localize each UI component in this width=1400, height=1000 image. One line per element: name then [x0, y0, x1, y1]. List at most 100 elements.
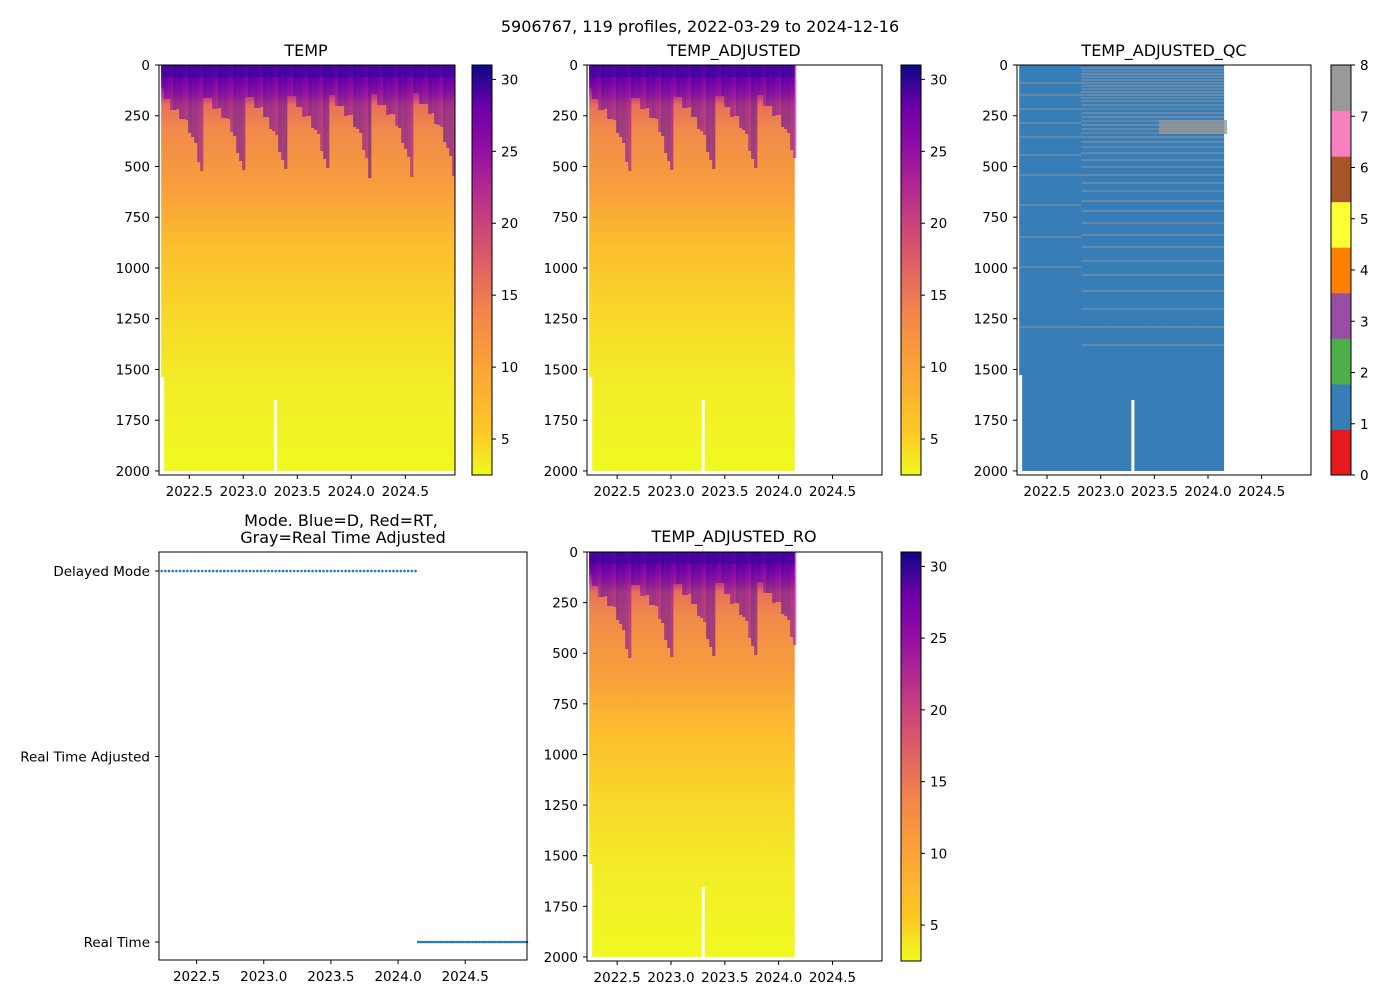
mode-point — [399, 569, 403, 573]
surface-layer-column — [682, 65, 686, 108]
surface-layer-column — [604, 65, 608, 109]
surface-layer-column — [655, 552, 659, 606]
surface-layer-column — [700, 65, 704, 131]
surface-layer-column — [610, 65, 614, 119]
surface-layer-column — [634, 552, 638, 585]
surface-layer-column — [413, 65, 417, 93]
surface-layer-column — [410, 65, 414, 177]
surface-layer-column — [224, 65, 228, 118]
qc-flag-block — [1159, 120, 1228, 134]
surface-layer-column — [748, 552, 752, 638]
mode-point — [475, 940, 479, 944]
mode-point — [175, 569, 178, 573]
surface-layer-column — [721, 552, 725, 583]
mode-point — [300, 569, 303, 573]
surface-layer-column — [167, 65, 171, 99]
mode-point — [285, 569, 289, 573]
mode-point — [489, 940, 493, 944]
mode-point — [441, 940, 445, 944]
mode-point — [281, 569, 285, 573]
surface-layer-column — [715, 552, 719, 583]
colorbar-segment — [1331, 383, 1351, 430]
colorbar-tick-label: 5 — [930, 432, 939, 448]
x-tick-label: 2024.0 — [374, 969, 421, 985]
mode-point — [478, 940, 481, 944]
surface-layer-column — [365, 65, 369, 158]
mode-point — [395, 569, 399, 573]
surface-layer-column — [398, 65, 402, 128]
colorbar-tick-label: 5 — [501, 432, 510, 448]
surface-layer-column — [790, 65, 794, 150]
mode-point — [471, 940, 474, 944]
surface-layer-column — [389, 65, 393, 114]
surface-layer-column — [754, 552, 758, 655]
mode-point — [496, 940, 499, 944]
surface-layer-column — [227, 65, 231, 119]
surface-layer-column — [634, 65, 638, 98]
surface-layer-column — [787, 552, 791, 620]
x-tick-label: 2023.5 — [701, 970, 748, 986]
colorbar-gradient — [472, 65, 492, 475]
mode-point — [263, 569, 266, 573]
surface-layer-column — [356, 65, 360, 129]
colorbar: 5 10 15 20 25 30 — [900, 64, 947, 476]
surface-layer-column — [697, 552, 701, 616]
x-tick-label: 2023.5 — [274, 484, 321, 500]
y-category-label: Delayed Mode — [53, 564, 150, 580]
colorbar-gradient — [901, 65, 921, 475]
mode-point — [318, 569, 322, 573]
mode-point — [425, 940, 429, 944]
surface-layer-column — [736, 65, 740, 116]
surface-layer-column — [703, 65, 707, 135]
mode-point — [204, 569, 208, 573]
colorbar-tick-label: 15 — [501, 288, 518, 304]
colorbar-segment — [1331, 156, 1351, 203]
mode-point — [428, 940, 431, 944]
surface-layer-column — [293, 65, 297, 96]
mode-point — [512, 940, 515, 944]
mode-point — [487, 940, 490, 944]
x-tick-label: 2023.0 — [220, 484, 267, 500]
surface-layer-column — [368, 65, 372, 178]
colorbar-tick-label: 7 — [1360, 109, 1369, 125]
y-axis: 0 250 500 750 1000 1250 1500 1750 2000 — [544, 58, 587, 480]
colorbar-segment — [1331, 429, 1351, 476]
y-tick-label: 500 — [982, 159, 1008, 175]
surface-layer-column — [790, 552, 794, 637]
colorbar-segment — [1331, 338, 1351, 385]
x-tick-label: 2023.0 — [1077, 484, 1124, 500]
mode-point — [423, 940, 427, 944]
mode-point — [230, 569, 233, 573]
colorbar-ticks: 0 1 2 3 4 5 6 7 8 — [1351, 58, 1369, 484]
surface-layer-column — [616, 552, 620, 620]
y-tick-label: 0 — [569, 58, 578, 74]
surface-layer-column — [302, 65, 306, 117]
y-tick-label: 1000 — [116, 261, 150, 277]
x-tick-label: 2024.5 — [1238, 484, 1285, 500]
surface-layer-column — [724, 65, 728, 107]
y-tick-label: 750 — [552, 697, 578, 713]
mode-point — [373, 569, 377, 573]
y-tick-label: 500 — [552, 159, 578, 175]
surface-layer-column — [643, 552, 647, 596]
surface-layer-column — [712, 552, 716, 656]
mode-point — [419, 940, 422, 944]
surface-layer-column — [233, 65, 237, 136]
mode-point — [189, 569, 193, 573]
surface-band — [161, 65, 455, 77]
panel-title: TEMP — [283, 41, 328, 60]
surface-layer-column — [281, 65, 285, 160]
mode-point — [392, 569, 395, 573]
surface-layer-column — [646, 65, 650, 108]
mode-point — [448, 940, 452, 944]
surface-layer-column — [344, 65, 348, 116]
x-tick-label: 2023.0 — [647, 484, 694, 500]
surface-layer-column — [760, 65, 764, 95]
surface-layer-column — [449, 65, 453, 156]
surface-layer-column — [709, 65, 713, 160]
y-tick-label: 0 — [999, 58, 1008, 74]
qc-heatmap — [1019, 65, 1228, 475]
panel-temp-adjusted: TEMP_ADJUSTED 0 250 500 750 1000 1250 1500 1750… — [544, 41, 948, 500]
mode-point — [307, 569, 311, 573]
mode-point — [270, 569, 274, 573]
